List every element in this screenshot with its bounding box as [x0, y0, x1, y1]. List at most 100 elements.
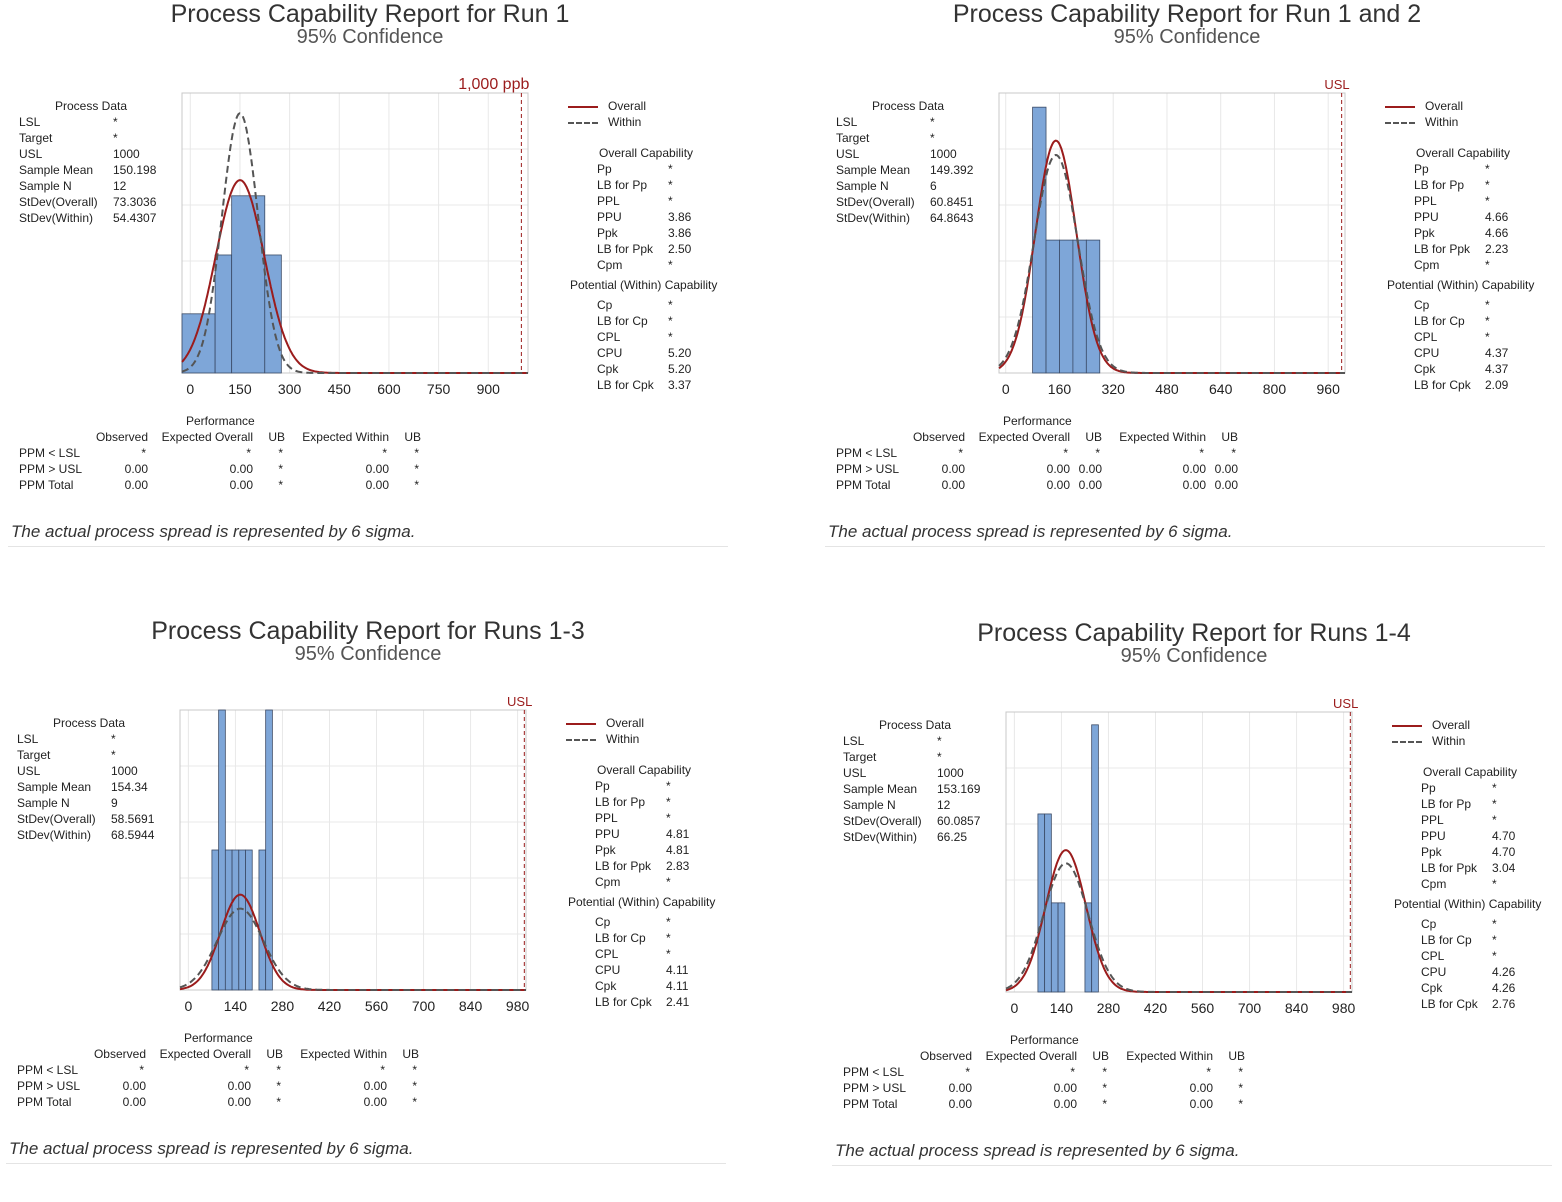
performance-cell: 0.00: [365, 478, 389, 492]
overall-capability-label: Pp: [597, 162, 612, 176]
within-capability-label: LB for Cpk: [1414, 378, 1471, 392]
performance-row-label: PPM < LSL: [17, 1063, 79, 1077]
process-data-label: Sample Mean: [17, 780, 92, 794]
histogram-bar: [265, 709, 273, 991]
performance-cell: *: [412, 1079, 417, 1093]
process-data-label: StDev(Overall): [843, 814, 922, 828]
performance-cell: *: [278, 446, 283, 460]
report-title: Process Capability Report for Runs 1-4: [977, 619, 1411, 647]
overall-capability-value: *: [668, 178, 673, 192]
overall-capability-value: *: [666, 875, 671, 889]
overall-capability-value: 2.23: [1485, 242, 1509, 256]
overall-capability-label: Ppk: [1421, 845, 1442, 859]
overall-capability-label: Cpm: [597, 258, 623, 272]
within-curve: [181, 112, 528, 374]
performance-column-header: UB: [268, 430, 285, 444]
overall-capability-value: 4.66: [1485, 210, 1509, 224]
within-capability-header: Potential (Within) Capability: [568, 895, 716, 909]
legend-swatch: [568, 122, 598, 124]
overall-capability-label: PPL: [595, 811, 618, 825]
within-capability-value: *: [1492, 933, 1497, 947]
performance-cell: *: [1102, 1097, 1107, 1111]
performance-column-header: Observed: [95, 430, 148, 444]
x-tick-label: 800: [1263, 381, 1287, 397]
overall-capability-value: *: [1492, 813, 1497, 827]
legend-label: Within: [608, 115, 642, 129]
within-capability-value: *: [1492, 917, 1497, 931]
histogram-bar: [1050, 902, 1059, 993]
within-capability-value: 4.26: [1492, 965, 1516, 979]
legend-swatch: [1392, 725, 1422, 727]
process-data-label: Sample Mean: [19, 163, 94, 177]
within-capability-value: *: [666, 915, 671, 929]
overall-capability-value: *: [668, 258, 673, 272]
performance-cell: *: [1070, 1065, 1075, 1079]
capability-histogram: USL 0 140 280 420 560 700 840 980: [1005, 696, 1358, 1016]
performance-cell: *: [244, 1063, 249, 1077]
performance-column-header: Observed: [919, 1049, 972, 1063]
performance-column-header: Expected Overall: [978, 430, 1070, 444]
within-capability-label: Cp: [597, 298, 613, 312]
overall-capability-value: *: [1485, 258, 1490, 272]
overall-capability-value: 4.81: [666, 827, 690, 841]
footnote: The actual process spread is represented…: [835, 1141, 1240, 1160]
within-capability-value: 2.76: [1492, 997, 1516, 1011]
histogram-bar: [258, 849, 267, 991]
within-capability-label: CPL: [1414, 330, 1438, 344]
within-capability-label: LB for Cp: [1421, 933, 1472, 947]
performance-column-header: Expected Within: [302, 430, 389, 444]
usl-label: 1,000 ppb: [458, 76, 529, 93]
performance-cell: *: [246, 446, 251, 460]
performance-cell: *: [1206, 1065, 1211, 1079]
x-tick-label: 960: [1317, 381, 1341, 397]
overall-capability-label: PPL: [1414, 194, 1437, 208]
overall-capability-value: *: [668, 194, 673, 208]
overall-capability-value: *: [1485, 162, 1490, 176]
within-capability-label: LB for Cpk: [597, 378, 654, 392]
overall-capability-label: PPU: [597, 210, 622, 224]
x-tick-label: 0: [1002, 381, 1010, 397]
process-data-label: StDev(Within): [19, 211, 94, 225]
usl-label: USL: [1324, 77, 1349, 92]
within-capability-label: LB for Cp: [595, 931, 646, 945]
histogram-bar: [231, 849, 240, 991]
x-tick-label: 600: [377, 381, 401, 397]
within-capability-value: 5.20: [668, 346, 692, 360]
process-data-value: 60.8451: [930, 195, 974, 209]
process-data-label: StDev(Overall): [19, 195, 98, 209]
overall-capability-label: Pp: [1414, 162, 1429, 176]
performance-cell: *: [1238, 1065, 1243, 1079]
performance-header: Performance: [184, 1031, 253, 1045]
x-tick-label: 320: [1102, 381, 1126, 397]
performance-cell: *: [965, 1065, 970, 1079]
overall-capability-value: *: [666, 811, 671, 825]
process-data-value: *: [937, 734, 942, 748]
performance-row-label: PPM > USL: [843, 1081, 907, 1095]
process-data-value: 12: [113, 179, 127, 193]
process-data-label: Sample N: [836, 179, 889, 193]
process-data-value: 58.5691: [111, 812, 155, 826]
performance-cell: *: [958, 446, 963, 460]
report-subtitle: 95% Confidence: [296, 26, 444, 48]
process-data-value: 1000: [937, 766, 964, 780]
overall-capability-label: PPU: [595, 827, 620, 841]
performance-cell: 0.00: [365, 462, 389, 476]
within-capability-label: CPU: [597, 346, 623, 360]
performance-column-header: Expected Overall: [161, 430, 253, 444]
legend-swatch: [1392, 741, 1422, 743]
overall-capability-value: 3.04: [1492, 861, 1516, 875]
within-capability-value: 3.37: [668, 378, 692, 392]
overall-capability-header: Overall Capability: [597, 763, 692, 777]
overall-capability-label: LB for Pp: [1421, 797, 1472, 811]
performance-cell: 0.00: [1214, 462, 1238, 476]
within-capability-value: *: [1485, 330, 1490, 344]
performance-column-header: Expected Within: [1119, 430, 1206, 444]
x-tick-label: 140: [224, 998, 248, 1014]
within-capability-value: *: [1492, 949, 1497, 963]
performance-cell: 0.00: [1078, 462, 1102, 476]
histogram-bar: [214, 254, 233, 374]
process-data-value: *: [111, 748, 116, 762]
performance-header: Performance: [1003, 414, 1072, 428]
process-data-label: Target: [836, 131, 870, 145]
footnote: The actual process spread is represented…: [9, 1139, 414, 1158]
